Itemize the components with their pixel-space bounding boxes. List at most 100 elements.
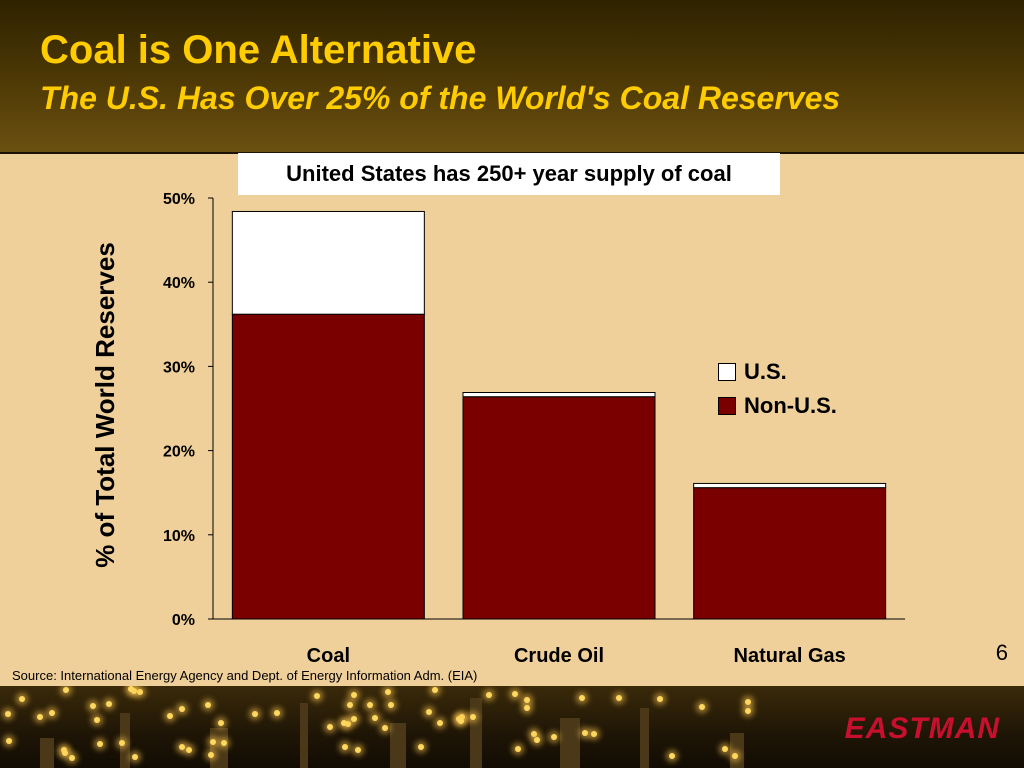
refinery-light [579,695,585,701]
refinery-light [745,708,751,714]
refinery-light [252,711,258,717]
refinery-light [6,738,12,744]
legend-swatch [718,363,736,381]
refinery-light [551,734,557,740]
refinery-light [314,693,320,699]
refinery-light [426,709,432,715]
refinery-light [459,714,465,720]
bar-u-s [462,392,656,398]
y-tick-label: 50% [163,191,195,208]
refinery-photo [0,686,1024,768]
refinery-light [372,715,378,721]
refinery-light [699,704,705,710]
refinery-light [342,744,348,750]
refinery-tower [640,708,649,768]
refinery-light [210,739,216,745]
y-tick-label: 10% [163,528,195,545]
refinery-tower [40,738,54,768]
refinery-light [458,718,464,724]
refinery-tower [390,723,406,768]
slide-title: Coal is One Alternative [40,28,477,72]
y-axis-label: % of Total World Reserves [90,242,120,568]
refinery-light [205,702,211,708]
refinery-light [132,754,138,760]
refinery-light [167,713,173,719]
source-note: Source: International Energy Agency and … [12,668,478,683]
refinery-light [534,737,540,743]
refinery-light [591,731,597,737]
bar-non-u-s [231,313,425,620]
refinery-light [69,755,75,761]
y-tick-label: 0% [172,612,195,629]
refinery-light [351,716,357,722]
refinery-light [90,703,96,709]
refinery-light [208,752,214,758]
refinery-light [432,687,438,693]
refinery-light [745,699,751,705]
x-tick-label: Crude Oil [514,645,604,667]
legend-swatch [718,397,736,415]
refinery-light [218,720,224,726]
refinery-light [106,701,112,707]
refinery-light [470,714,476,720]
refinery-light [669,753,675,759]
refinery-light [274,710,280,716]
refinery-tower [300,703,308,768]
refinery-light [5,711,11,717]
refinery-light [616,695,622,701]
refinery-light [486,692,492,698]
slide-header: Coal is One Alternative The U.S. Has Ove… [0,0,1024,154]
refinery-light [524,705,530,711]
refinery-tower [730,733,744,768]
refinery-light [355,747,361,753]
y-tick-label: 20% [163,444,195,461]
refinery-light [512,691,518,697]
refinery-light [186,747,192,753]
legend-item: U.S. [718,355,837,389]
refinery-light [327,724,333,730]
refinery-light [722,746,728,752]
chart-legend: U.S. Non-U.S. [718,355,837,423]
x-tick-label: Natural Gas [734,645,846,667]
refinery-light [179,744,185,750]
refinery-tower [470,698,482,768]
refinery-light [382,725,388,731]
refinery-light [582,730,588,736]
refinery-light [119,740,125,746]
refinery-light [221,740,227,746]
refinery-tower [560,718,580,768]
refinery-light [37,714,43,720]
refinery-light [732,753,738,759]
refinery-light [19,696,25,702]
refinery-light [418,744,424,750]
callout-box: United States has 250+ year supply of co… [238,153,780,195]
slide-subtitle: The U.S. Has Over 25% of the World's Coa… [40,80,841,116]
refinery-light [94,717,100,723]
refinery-light [179,706,185,712]
bar-u-s [693,482,887,489]
refinery-light [351,692,357,698]
refinery-light [385,689,391,695]
refinery-light [388,702,394,708]
refinery-light [128,686,134,692]
refinery-light [137,689,143,695]
refinery-light [131,688,137,694]
bar-u-s [231,210,425,315]
refinery-light [49,710,55,716]
refinery-light [367,702,373,708]
bar-non-u-s [693,487,887,620]
refinery-light [97,741,103,747]
refinery-light [657,696,663,702]
y-tick-label: 40% [163,275,195,292]
bar-non-u-s [462,396,656,620]
refinery-light [437,720,443,726]
eastman-logo: EASTMAN [844,712,1000,745]
x-tick-label: Coal [307,645,350,667]
refinery-light [345,721,351,727]
y-tick-label: 30% [163,359,195,376]
refinery-light [515,746,521,752]
refinery-light [347,702,353,708]
legend-item: Non-U.S. [718,389,837,423]
refinery-light [62,750,68,756]
